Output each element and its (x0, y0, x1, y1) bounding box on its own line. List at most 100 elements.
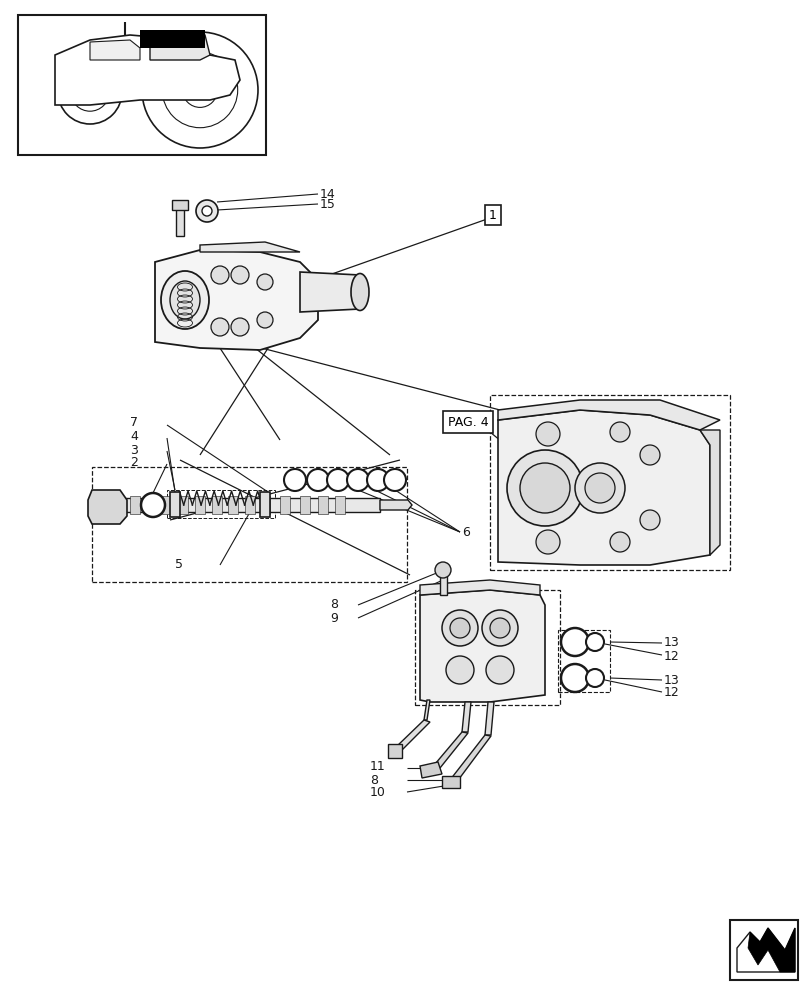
Text: 13: 13 (663, 674, 679, 686)
Polygon shape (484, 702, 493, 735)
Circle shape (202, 206, 212, 216)
Circle shape (489, 618, 509, 638)
Circle shape (142, 32, 258, 148)
Polygon shape (90, 40, 139, 60)
Circle shape (307, 469, 328, 491)
Bar (489, 395, 729, 570)
Polygon shape (497, 400, 719, 430)
Circle shape (639, 510, 659, 530)
Polygon shape (195, 496, 204, 514)
Polygon shape (318, 496, 328, 514)
Polygon shape (176, 209, 184, 236)
Circle shape (257, 274, 272, 290)
Polygon shape (380, 500, 411, 510)
Circle shape (584, 473, 614, 503)
Bar (729, 920, 797, 980)
Circle shape (182, 73, 217, 107)
Bar (18, 15, 266, 155)
Polygon shape (423, 700, 430, 720)
Polygon shape (419, 580, 539, 595)
Polygon shape (148, 496, 158, 514)
Circle shape (58, 60, 122, 124)
Circle shape (560, 664, 588, 692)
Circle shape (230, 266, 249, 284)
Bar (139, 30, 204, 48)
Text: 13: 13 (663, 636, 679, 650)
Circle shape (257, 312, 272, 328)
Polygon shape (155, 250, 318, 350)
Circle shape (384, 469, 406, 491)
Text: 7: 7 (130, 416, 138, 430)
Polygon shape (162, 496, 172, 514)
Text: 11: 11 (370, 760, 385, 774)
Circle shape (639, 445, 659, 465)
Circle shape (506, 450, 582, 526)
Polygon shape (88, 490, 127, 524)
Text: 3: 3 (130, 444, 138, 456)
Polygon shape (440, 575, 446, 595)
Text: 14: 14 (320, 188, 335, 201)
Polygon shape (461, 702, 470, 732)
Circle shape (346, 469, 368, 491)
Circle shape (162, 52, 238, 128)
Text: 9: 9 (329, 611, 337, 624)
Bar (557, 630, 609, 692)
Text: 10: 10 (370, 786, 385, 799)
Text: 1: 1 (488, 209, 496, 222)
Polygon shape (441, 776, 460, 788)
Polygon shape (419, 590, 544, 702)
Text: 2: 2 (130, 456, 138, 470)
Circle shape (519, 463, 569, 513)
Text: PAG. 4: PAG. 4 (447, 416, 487, 428)
Circle shape (586, 633, 603, 651)
Polygon shape (228, 496, 238, 514)
Circle shape (367, 469, 388, 491)
Polygon shape (212, 496, 221, 514)
Polygon shape (100, 500, 114, 510)
Circle shape (445, 656, 474, 684)
Polygon shape (699, 430, 719, 555)
Circle shape (71, 73, 109, 111)
Circle shape (211, 318, 229, 336)
Circle shape (574, 463, 624, 513)
Text: 6: 6 (461, 526, 470, 538)
Circle shape (560, 628, 588, 656)
Polygon shape (747, 928, 794, 972)
Circle shape (230, 318, 249, 336)
Circle shape (535, 530, 560, 554)
Bar (167, 490, 275, 518)
Text: 8: 8 (329, 597, 337, 610)
Bar (92, 467, 406, 582)
Circle shape (609, 422, 629, 442)
Polygon shape (394, 720, 430, 752)
Polygon shape (260, 496, 270, 514)
Polygon shape (736, 928, 794, 972)
Circle shape (535, 422, 560, 446)
Polygon shape (260, 492, 270, 517)
Circle shape (284, 469, 306, 491)
Circle shape (441, 610, 478, 646)
Polygon shape (114, 498, 380, 512)
Polygon shape (245, 496, 255, 514)
Polygon shape (172, 200, 188, 210)
Text: 15: 15 (320, 198, 336, 211)
Polygon shape (449, 735, 491, 783)
Polygon shape (335, 496, 345, 514)
Polygon shape (178, 496, 188, 514)
Polygon shape (419, 762, 441, 778)
Circle shape (586, 669, 603, 687)
Polygon shape (130, 496, 139, 514)
Circle shape (211, 266, 229, 284)
Circle shape (435, 562, 450, 578)
Text: 8: 8 (370, 774, 378, 786)
Ellipse shape (169, 281, 200, 319)
Polygon shape (299, 272, 359, 312)
Circle shape (327, 469, 349, 491)
Circle shape (486, 656, 513, 684)
Text: 5: 5 (175, 558, 182, 572)
Polygon shape (497, 410, 709, 565)
Polygon shape (299, 496, 310, 514)
Ellipse shape (161, 271, 208, 329)
Text: 4: 4 (130, 430, 138, 444)
Polygon shape (150, 32, 210, 60)
